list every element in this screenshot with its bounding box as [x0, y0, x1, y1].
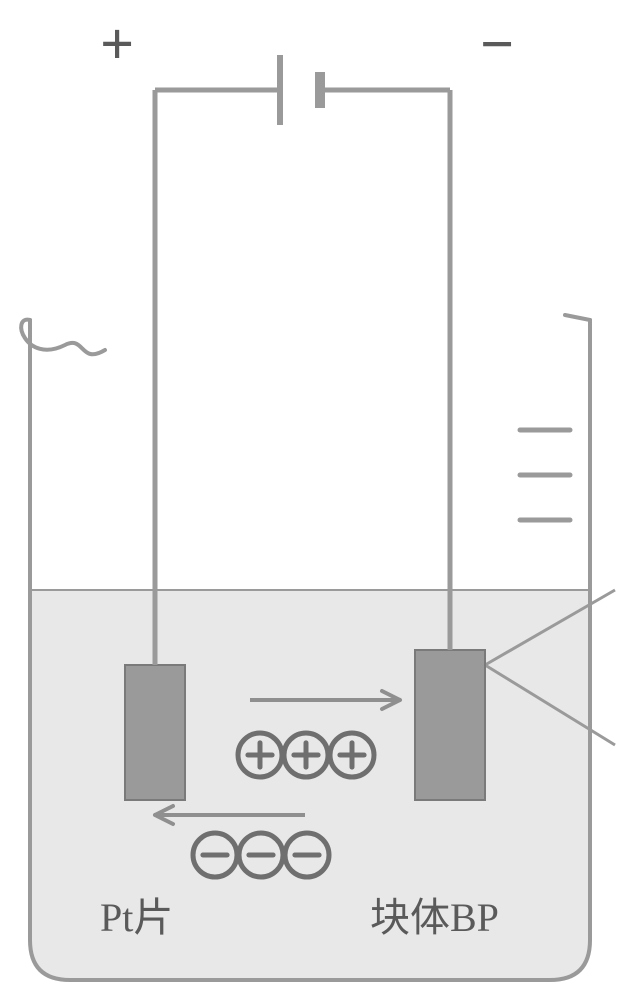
electrode-left [125, 665, 185, 800]
beaker-spout [21, 320, 105, 355]
minus-sign: − [480, 10, 514, 79]
beaker-rim-right [565, 315, 590, 320]
cathode-label: 块体BP [370, 885, 499, 943]
plus-sign: + [100, 10, 134, 79]
diagram-root: + − Pt片 块体BP [0, 0, 619, 1000]
diagram-svg [0, 0, 619, 1000]
anode-label: Pt片 [100, 885, 173, 943]
electrode-right [415, 650, 485, 800]
